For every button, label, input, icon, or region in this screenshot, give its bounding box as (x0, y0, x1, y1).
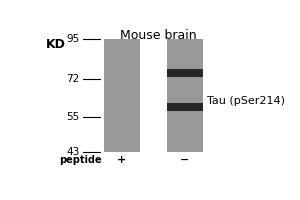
Bar (167, 69, 203, 77)
Bar (167, 103, 203, 111)
Text: 72: 72 (66, 74, 79, 84)
Text: peptide: peptide (59, 155, 101, 165)
Text: 95: 95 (66, 34, 79, 44)
Bar (167, 39, 203, 152)
Text: 55: 55 (66, 112, 79, 122)
Text: −: − (180, 155, 189, 165)
Text: Tau (pSer214): Tau (pSer214) (207, 96, 285, 106)
Bar (104, 39, 140, 152)
Text: Mouse brain: Mouse brain (120, 29, 197, 42)
Text: 43: 43 (66, 147, 79, 157)
Text: KD: KD (46, 38, 66, 51)
Text: +: + (117, 155, 126, 165)
